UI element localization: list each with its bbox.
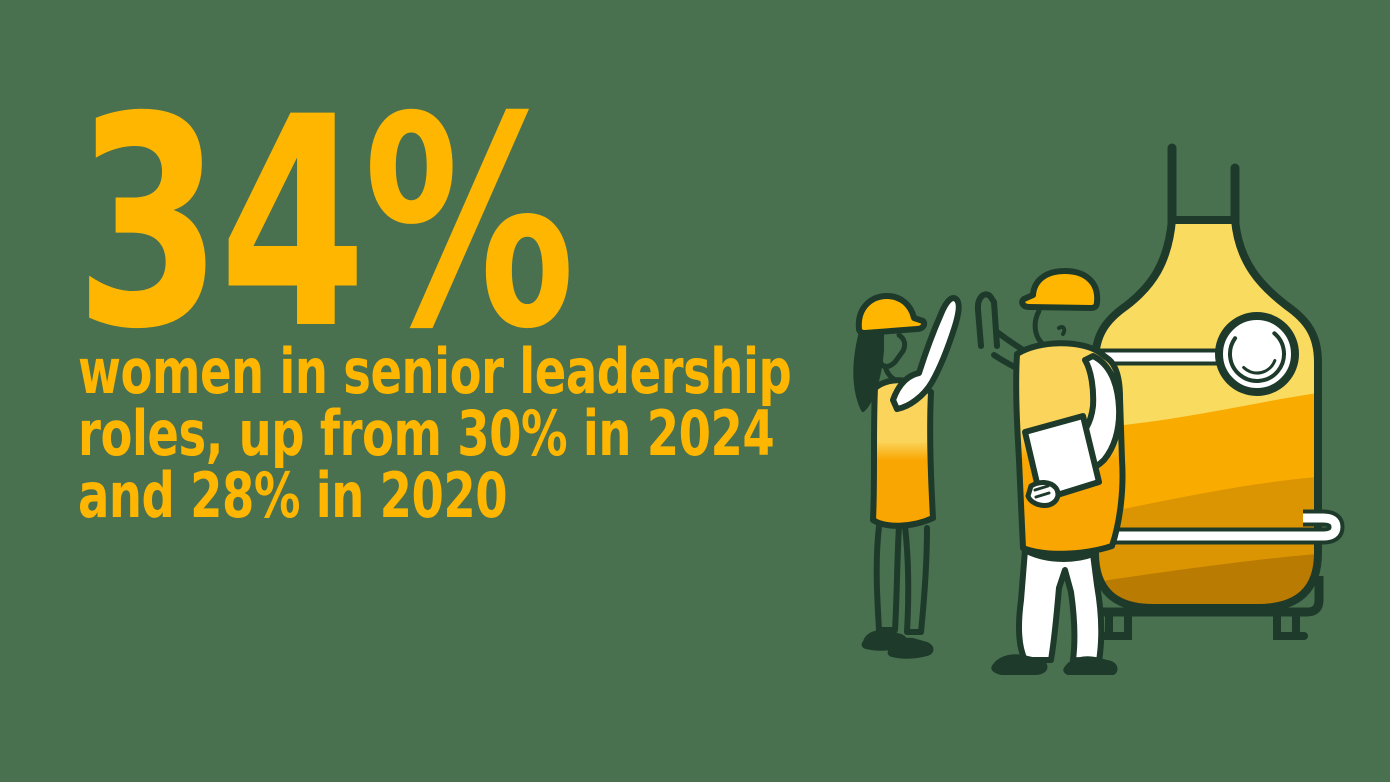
description-line-2: roles, up from 30% in 2024 — [78, 397, 775, 470]
tank-lower-pipe-u-bend — [1097, 509, 1345, 545]
brewing-tank — [1088, 143, 1345, 640]
workers-tank-illustration — [853, 143, 1345, 675]
woman-leg-left — [873, 523, 902, 633]
woman-high-five-arm — [890, 295, 962, 412]
woman-face — [878, 332, 908, 370]
statistic-description: women in senior leadership roles, up fro… — [78, 335, 792, 532]
woman-leg-right — [902, 523, 930, 635]
man-worker-hard-hat-clipboard — [974, 268, 1126, 675]
man-shoe-right — [1063, 656, 1118, 675]
headline-statistic-text: 34% — [75, 56, 575, 393]
woman-hard-hat — [855, 293, 928, 336]
description-line-1: women in senior leadership — [78, 335, 792, 408]
description-line-3: and 28% in 2020 — [78, 459, 508, 532]
man-hard-hat — [1019, 268, 1101, 311]
man-shoe-left — [991, 654, 1048, 675]
clipboard — [1022, 413, 1102, 503]
woman-worker-hard-hat — [853, 293, 962, 659]
headline-statistic: 34% — [75, 80, 756, 370]
tank-body-bands — [1095, 220, 1318, 608]
tank-porthole-window — [1215, 312, 1299, 396]
woman-shoe-right — [887, 637, 934, 659]
man-trousers — [1015, 547, 1105, 664]
